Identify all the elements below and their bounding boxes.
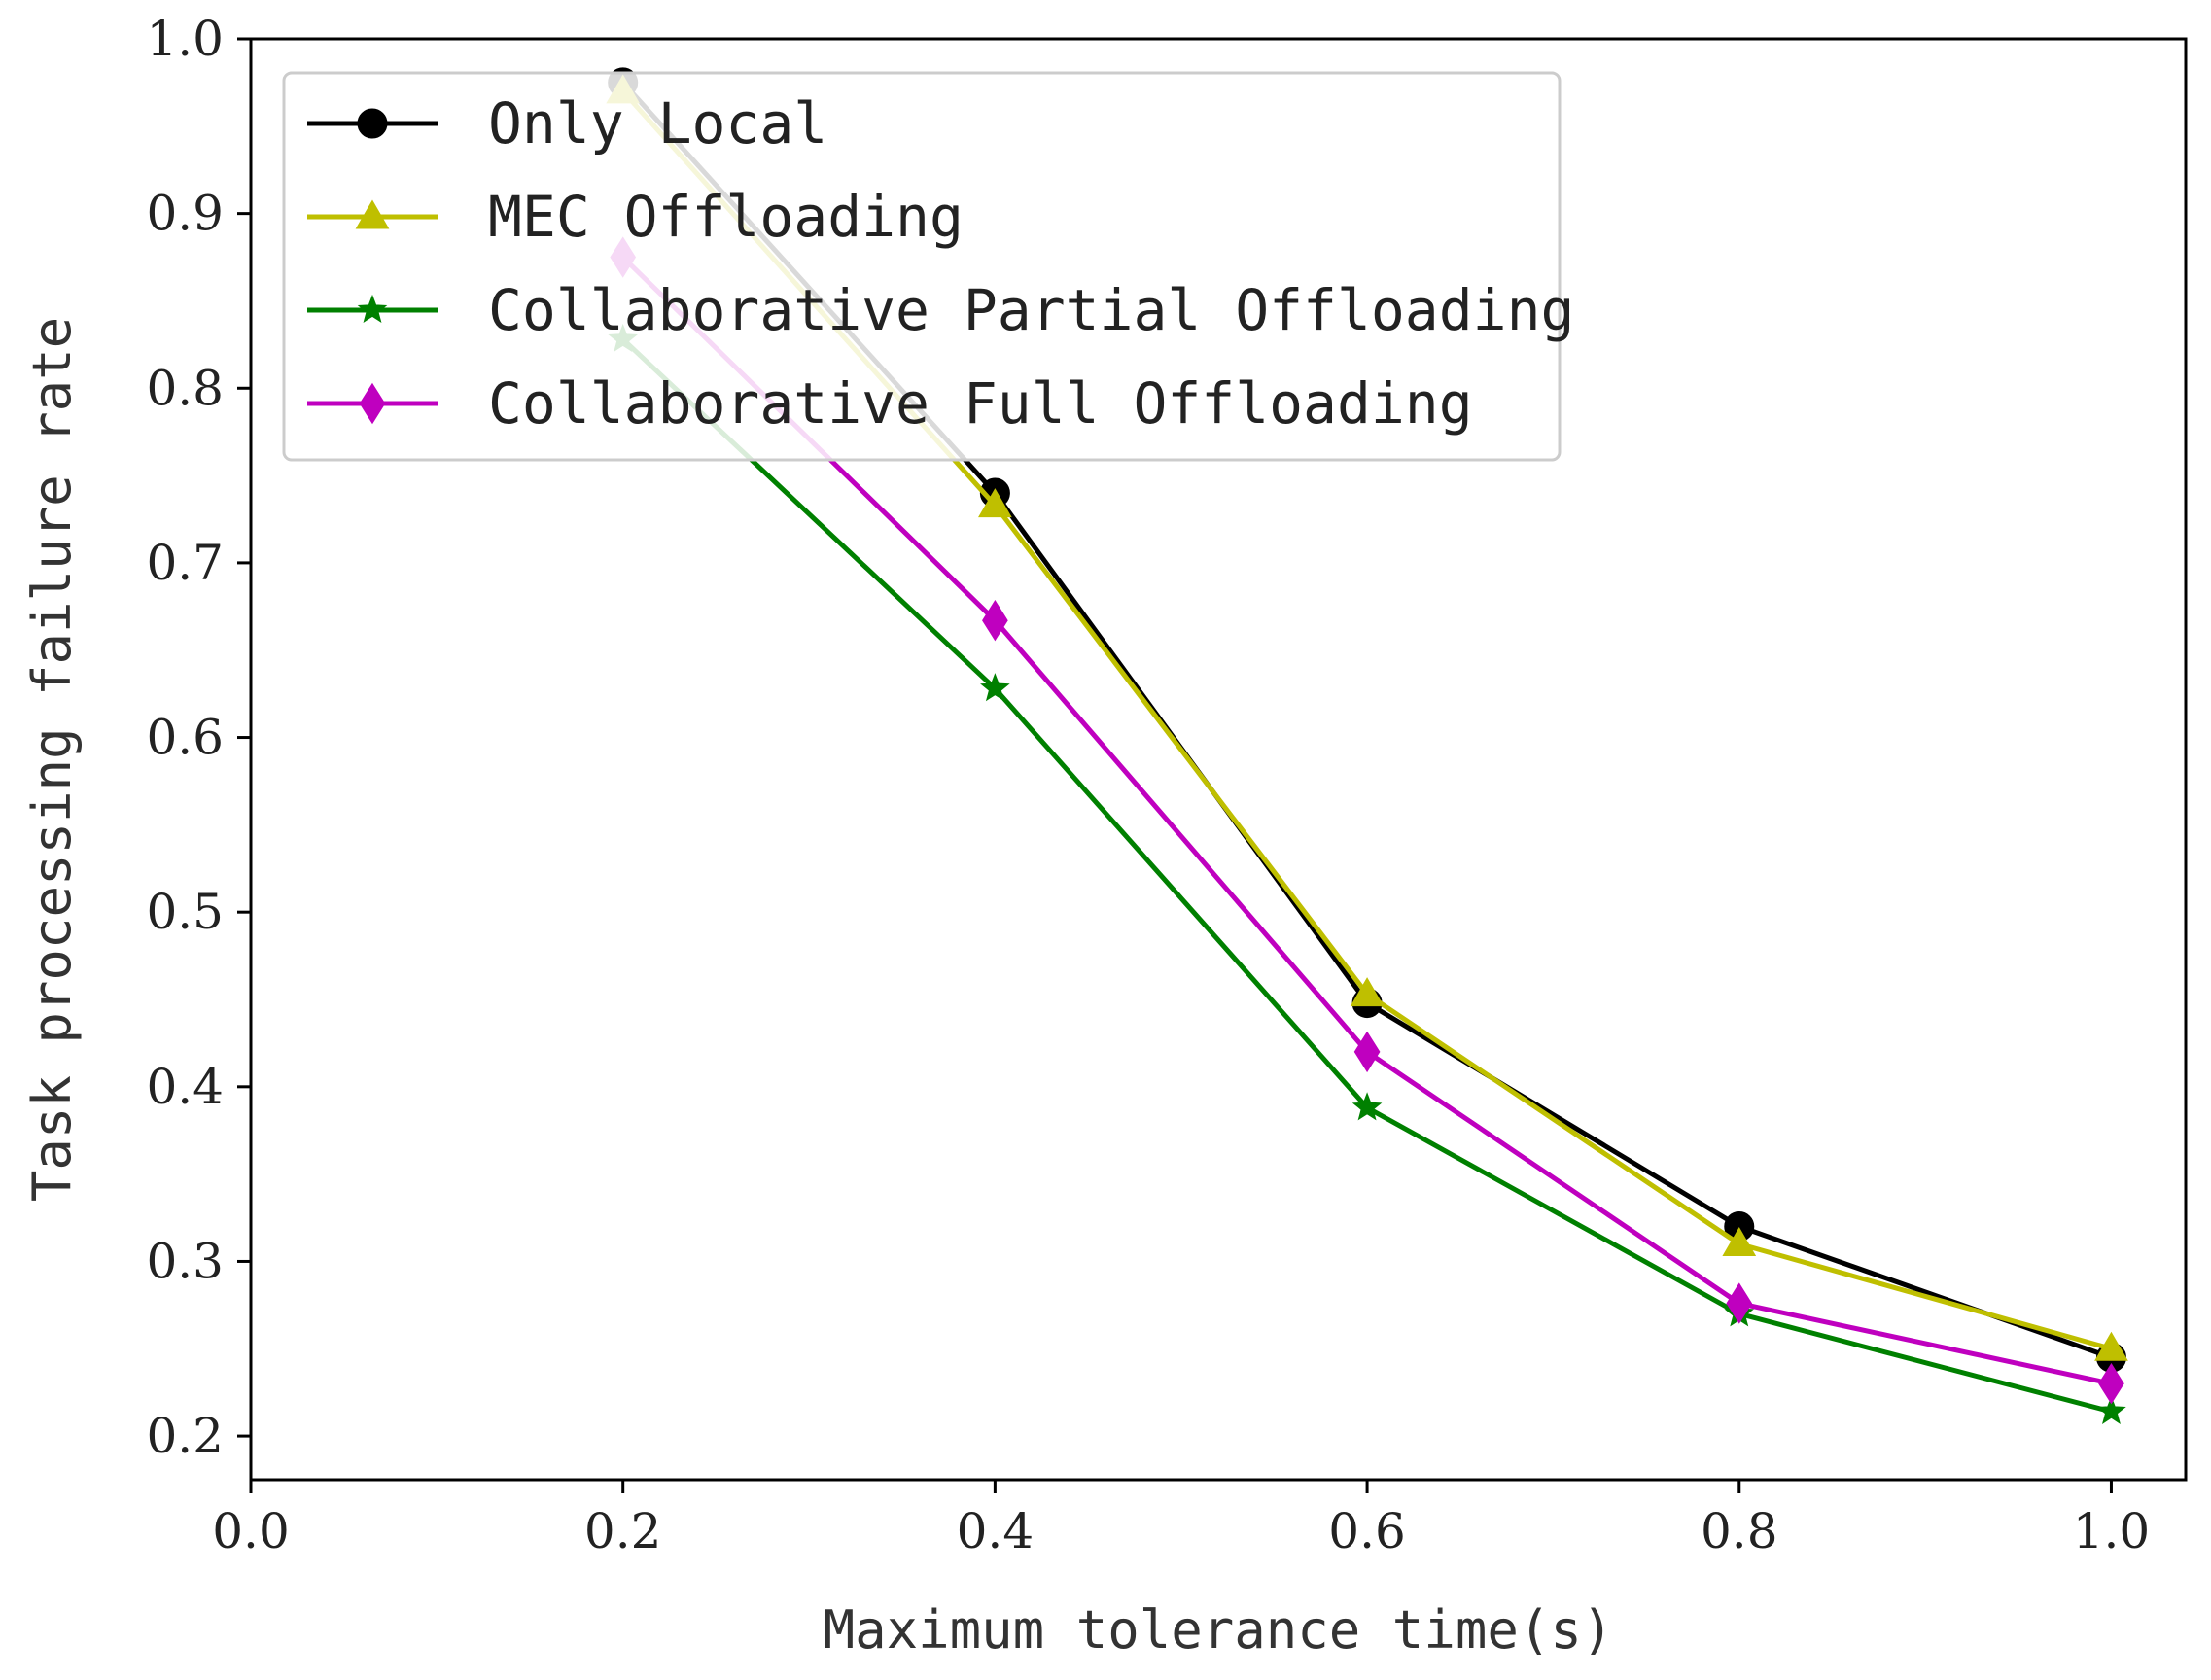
x-axis-label: Maximum tolerance time(s) [824, 1599, 1614, 1661]
y-tick-label: 0.4 [146, 1059, 224, 1115]
y-tick-label: 0.6 [146, 710, 224, 766]
plot-frame [249, 37, 2188, 1482]
legend-item: MEC Offloading [307, 184, 964, 250]
legend-label: Collaborative Partial Offloading [488, 277, 1574, 343]
x-tick-label: 0.0 [212, 1503, 290, 1559]
data-point [2096, 1395, 2126, 1424]
y-axis-label: Task processing failure rate [21, 317, 83, 1202]
y-tick-label: 0.3 [146, 1233, 224, 1289]
legend-label: Collaborative Full Offloading [488, 370, 1473, 437]
data-point [2098, 1363, 2124, 1405]
legend: Only Local MEC Offloading Collaborative Pa… [282, 71, 1574, 462]
y-tick-label: 0.9 [146, 186, 224, 242]
legend-frame [282, 71, 1562, 462]
legend-item: Collaborative Partial Offloading [307, 277, 1574, 343]
x-tick-label: 0.2 [584, 1503, 662, 1559]
data-point [2094, 1331, 2128, 1361]
data-point [982, 600, 1008, 642]
data-point [1353, 1031, 1381, 1073]
legend-marker [357, 108, 388, 139]
data-point [1350, 977, 1385, 1007]
legend-marker [357, 294, 388, 324]
x-tick-label: 0.6 [1328, 1503, 1406, 1559]
x-tick-label: 0.4 [957, 1503, 1035, 1559]
legend-label: Only Local [488, 90, 827, 157]
x-tick-label: 1.0 [2073, 1503, 2151, 1559]
data-point [1726, 1282, 1753, 1324]
legend-item: Only Local [307, 90, 827, 157]
legend-label: MEC Offloading [488, 184, 964, 250]
data-point [980, 673, 1010, 702]
data-point [1351, 1092, 1383, 1121]
y-axis: 0.2 0.3 0.4 0.5 0.6 0.7 0.8 0.9 1.0 [146, 11, 251, 1464]
y-tick-label: 1.0 [146, 11, 224, 67]
data-point [978, 488, 1012, 518]
y-tick-label: 0.8 [146, 360, 224, 416]
x-tick-label: 0.8 [1701, 1503, 1778, 1559]
x-axis: 0.0 0.2 0.4 0.6 0.8 1.0 [212, 1480, 2150, 1559]
y-tick-label: 0.2 [146, 1408, 224, 1464]
y-tick-label: 0.7 [146, 535, 224, 591]
y-tick-label: 0.5 [146, 884, 224, 940]
legend-marker [359, 382, 386, 425]
legend-marker [355, 199, 390, 229]
data-point [1722, 1226, 1757, 1256]
legend-item: Collaborative Full Offloading [307, 370, 1473, 437]
